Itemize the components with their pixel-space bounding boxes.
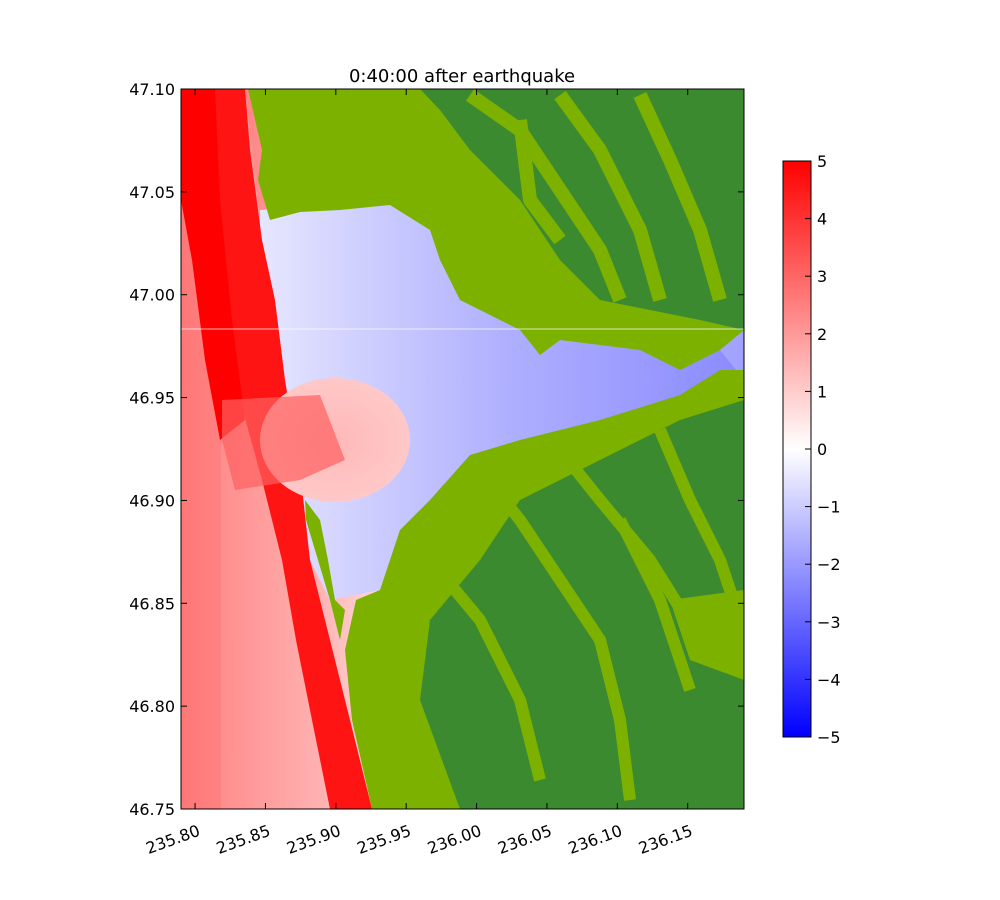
plot-frame (180, 88, 745, 810)
y-tick-label: 46.75 (129, 800, 175, 819)
bay-water (260, 200, 744, 600)
colorbar-tick-label: 4 (817, 210, 827, 229)
map-panel (181, 89, 744, 809)
x-tick-label: 235.95 (354, 821, 413, 858)
colorbar-tick-label: −1 (817, 498, 841, 517)
x-tick-label: 235.80 (143, 821, 202, 858)
x-tick-label: 236.15 (636, 821, 695, 858)
y-tick-label: 47.00 (129, 286, 175, 305)
colorbar-tick-label: 3 (817, 267, 827, 286)
x-tick-label: 236.05 (495, 821, 554, 858)
x-tick-label: 236.10 (566, 821, 625, 858)
chart-title: 0:40:00 after earthquake (349, 66, 575, 87)
colorbar-tick-label: −4 (817, 670, 841, 689)
colorbar-tick-label: −2 (817, 555, 841, 574)
y-tick-label: 47.05 (129, 183, 175, 202)
colorbar-tick-label: 2 (817, 325, 827, 344)
colorbar: 5 4 3 2 1 0 −1 −2 −3 −4 −5 (782, 152, 841, 747)
x-tick-label: 235.85 (214, 821, 273, 858)
colorbar-ticks: 5 4 3 2 1 0 −1 −2 −3 −4 −5 (805, 152, 841, 747)
y-tick-label: 46.85 (129, 594, 175, 613)
colorbar-tick-label: −5 (817, 728, 841, 747)
y-tick-label: 47.10 (129, 80, 175, 99)
y-axis-ticks: 46.75 46.80 46.85 46.90 46.95 47.00 47.05 47.10 (129, 80, 744, 819)
colorbar-tick-label: 1 (817, 382, 827, 401)
peninsula-spit (305, 500, 345, 640)
y-tick-label: 46.90 (129, 491, 175, 510)
x-tick-label: 236.00 (425, 821, 484, 858)
y-tick-label: 46.80 (129, 697, 175, 716)
x-tick-label: 235.90 (284, 821, 343, 858)
colorbar-tick-label: −3 (817, 613, 841, 632)
y-tick-label: 46.95 (129, 389, 175, 408)
colorbar-tick-label: 0 (817, 440, 827, 459)
colorbar-tick-label: 5 (817, 152, 827, 171)
